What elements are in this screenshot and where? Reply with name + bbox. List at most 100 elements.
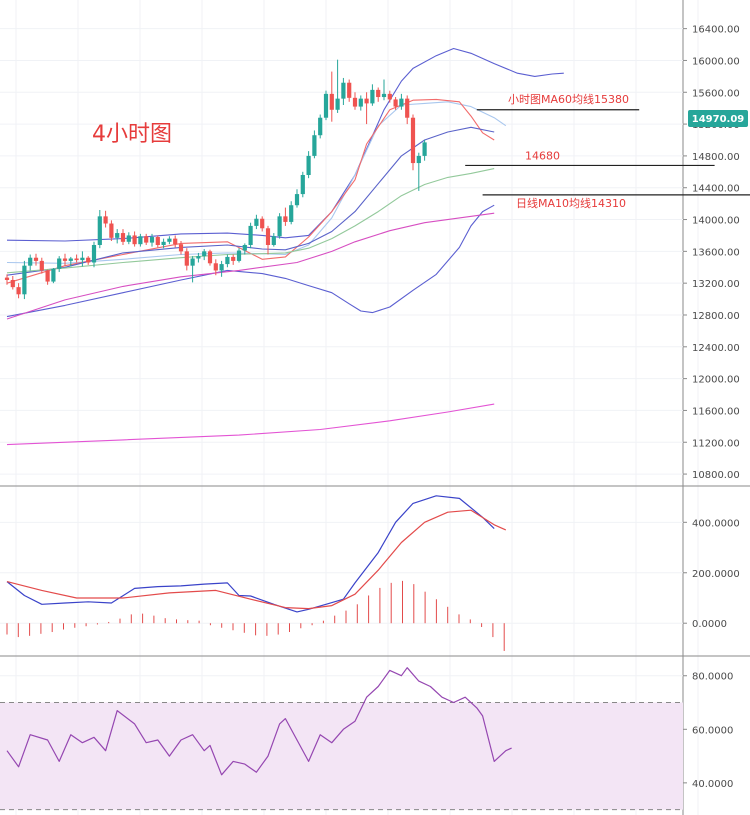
indicator-line [6,403,495,446]
indicator-line [6,168,495,274]
rsi-tick-label: 60.0000 [692,725,733,736]
candle-body [225,256,230,265]
macd-tick-label: 0.0000 [692,619,727,630]
candle-body [312,135,317,156]
annotation-label: 小时图MA60均线15380 [508,92,629,106]
indicator-line [6,204,495,318]
candle-body [62,258,68,261]
price-tick-label: 14000.00 [692,216,740,227]
candle-body [271,236,276,245]
macd-histogram [6,580,505,651]
annotation-label: 日线MA10均线14310 [516,196,626,210]
candle-body [318,117,323,136]
candle-body [213,263,218,271]
candle-body [138,236,143,245]
candle-body [260,218,265,229]
candle-body [178,244,184,252]
indicator-line [6,98,495,284]
price-tick-label: 14400.00 [692,184,740,195]
candle-body [80,257,85,261]
candle-body [86,257,91,263]
candle-body [323,93,329,118]
candle-body [149,237,155,243]
candle-body [144,236,149,243]
price-tick-label: 12400.00 [692,343,740,354]
candles [4,59,427,300]
candle-body [422,142,427,156]
price-tick-label: 13200.00 [692,279,740,290]
candle-body [155,237,160,245]
indicator-line [6,47,564,242]
candle-body [300,174,305,195]
candle-body [68,258,73,261]
candle-body [277,216,282,237]
price-tick-label: 11600.00 [692,406,740,417]
candle-body [16,287,21,295]
candle-body [236,250,242,261]
candle-body [22,265,27,295]
candle-body [39,260,44,271]
chart-title: 4小时图 [92,122,172,147]
indicator-line [6,101,507,264]
annotation-label: 14680 [525,149,560,162]
indicator-line [6,212,495,320]
price-tick-label: 12000.00 [692,375,740,386]
price-tick-label: 14800.00 [692,152,740,163]
macd-tick-label: 200.0000 [692,569,740,580]
candle-body [329,93,334,110]
candle-body [103,216,108,224]
candle-body [115,233,120,238]
price-axis: 16400.0016000.0015600.0015200.0014800.00… [683,25,740,790]
candle-body [207,251,213,264]
candle-body [335,98,340,110]
rsi-tick-label: 80.0000 [692,672,733,683]
rsi-tick-label: 40.0000 [692,779,733,790]
candle-body [387,93,392,100]
rsi-line [6,667,512,776]
annotations: 小时图MA60均线15380 14680 日线MA10均线14310 [465,92,750,210]
candle-body [167,238,172,242]
candle-body [97,216,102,245]
candle-body [347,82,352,98]
candle-body [45,270,50,282]
candle-body [184,251,189,266]
candle-body [196,256,201,259]
candle-body [120,233,126,242]
candle-body [219,264,224,271]
candle-body [289,205,294,222]
candle-body [51,268,56,282]
candle-body [405,98,410,118]
candle-body [57,258,62,269]
candle-body [393,99,398,107]
candle-body [410,117,416,164]
candle-body [242,244,247,251]
candle-body [399,98,404,107]
candle-body [341,82,346,99]
candle-body [202,251,207,257]
candle-body [190,258,195,266]
price-tick-label: 10800.00 [692,470,740,481]
candle-body [173,238,178,245]
rsi-band-fill [0,702,683,810]
candle-body [4,277,10,280]
macd-line [6,495,495,613]
candle-body [294,194,300,206]
candle-body [265,228,271,245]
candle-body [416,155,421,164]
indicator-lines [6,47,564,776]
price-tick-label: 15600.00 [692,88,740,99]
candle-body [364,98,369,104]
indicator-line [6,126,495,276]
candle-body [109,223,114,238]
candle-body [381,93,387,98]
candle-body [352,97,358,107]
candle-body [74,258,79,261]
candle-body [10,279,15,288]
last-price-label: 14970.09 [692,114,745,125]
candle-body [248,225,253,245]
price-tick-label: 11200.00 [692,438,740,449]
candle-body [28,257,33,266]
macd-tick-label: 400.0000 [692,518,740,529]
rsi-band [0,702,683,811]
